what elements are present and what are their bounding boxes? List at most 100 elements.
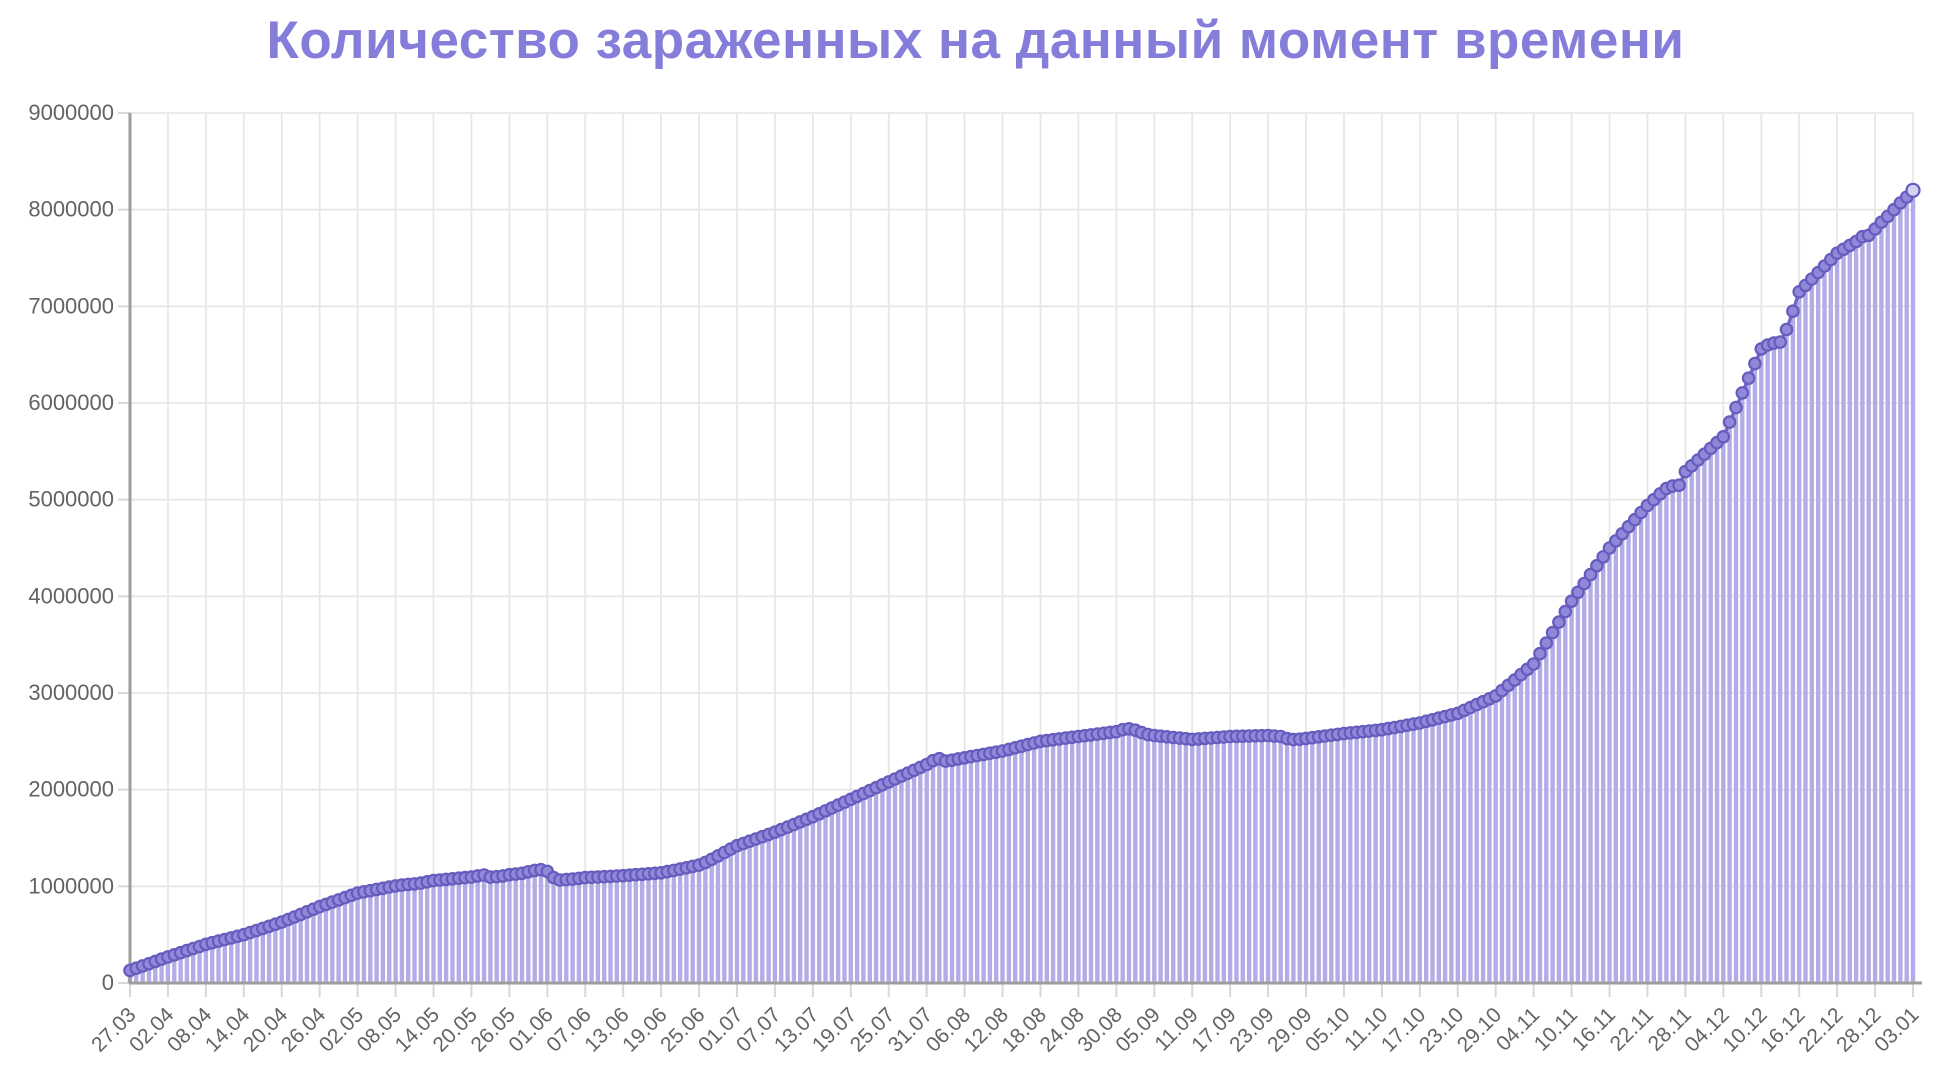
bar: [210, 942, 215, 983]
bar: [551, 877, 556, 983]
bar: [911, 770, 917, 983]
data-point: [1735, 386, 1750, 400]
bar: [981, 754, 986, 983]
bar: [393, 885, 398, 983]
bar: [1702, 454, 1707, 983]
bar: [1683, 471, 1688, 983]
chart-title: Количество зараженных на данный момент в…: [266, 11, 1685, 70]
bar: [1278, 736, 1283, 983]
bar: [614, 876, 619, 983]
bar: [349, 895, 354, 983]
bar: [1480, 701, 1486, 983]
bar: [1006, 749, 1012, 983]
bar: [1790, 311, 1796, 983]
bar: [1721, 436, 1726, 983]
bar: [292, 917, 297, 983]
bar: [589, 877, 594, 983]
y-axis-label: 8000000: [28, 197, 114, 222]
bar: [1139, 732, 1144, 983]
bar: [1126, 728, 1132, 983]
bar: [677, 869, 683, 983]
bar: [1885, 216, 1890, 983]
bar: [279, 922, 284, 983]
data-point: [1564, 594, 1579, 608]
bar: [443, 879, 449, 983]
bar: [1626, 526, 1631, 983]
bar: [886, 781, 891, 983]
bar: [1088, 734, 1094, 983]
bar: [949, 760, 955, 983]
bar: [987, 753, 993, 983]
y-axis-label: 9000000: [28, 100, 114, 125]
bar: [1076, 736, 1081, 983]
bar: [1506, 685, 1511, 983]
bar: [968, 756, 974, 983]
x-axis-label: 05.10: [1301, 1003, 1354, 1056]
x-axis-label: 04.11: [1492, 1003, 1544, 1055]
bar: [753, 839, 759, 983]
x-axis-label: 05.09: [1111, 1003, 1164, 1056]
data-point: [1552, 615, 1566, 629]
data-point: [1773, 335, 1787, 349]
bar: [873, 787, 879, 983]
bar: [583, 877, 588, 983]
bar: [734, 845, 740, 983]
bar: [1449, 714, 1454, 983]
bar: [431, 880, 436, 983]
bar: [1866, 235, 1871, 984]
bar: [709, 859, 714, 983]
bar: [1891, 209, 1897, 983]
bar: [924, 764, 929, 983]
bar: [1632, 519, 1637, 983]
bar: [406, 884, 411, 983]
data-point: [1596, 550, 1610, 564]
bar: [696, 865, 702, 983]
bar: [1816, 272, 1821, 983]
bar: [1544, 643, 1549, 983]
bar: [1246, 736, 1252, 983]
bar: [1563, 611, 1568, 983]
bar: [197, 946, 202, 983]
bar: [469, 877, 474, 983]
bar: [1335, 734, 1340, 983]
bar: [1733, 407, 1739, 983]
bar: [1379, 729, 1385, 983]
bar: [608, 876, 613, 983]
bar: [962, 757, 967, 983]
bar: [1227, 736, 1233, 983]
bar: [1221, 737, 1226, 983]
bar: [1803, 285, 1808, 983]
data-point: [1545, 625, 1560, 640]
bar: [1588, 574, 1593, 983]
bar: [665, 871, 670, 983]
bar: [1240, 736, 1245, 983]
bar: [1348, 732, 1353, 983]
bar: [1101, 733, 1106, 983]
x-axis-label: 29.10: [1453, 1003, 1506, 1056]
bar: [538, 869, 544, 983]
bar: [1746, 378, 1751, 983]
bar: [1373, 730, 1378, 983]
bar: [557, 880, 563, 983]
bar: [285, 919, 291, 983]
bar: [1424, 721, 1429, 983]
bar: [191, 948, 196, 983]
bar: [1215, 737, 1220, 983]
bar: [817, 813, 822, 983]
bar: [418, 883, 423, 983]
bar: [918, 767, 923, 983]
bar: [994, 752, 999, 983]
bar: [779, 829, 784, 983]
data-point-last: [1905, 182, 1921, 198]
bar: [1582, 583, 1587, 983]
bar: [1031, 743, 1037, 983]
data-point: [1722, 415, 1737, 429]
bar: [1341, 733, 1347, 983]
bar: [1809, 279, 1814, 983]
bar: [892, 779, 898, 983]
bar: [235, 936, 240, 983]
bar: [747, 841, 752, 983]
bar: [791, 824, 797, 983]
bar: [260, 928, 265, 983]
